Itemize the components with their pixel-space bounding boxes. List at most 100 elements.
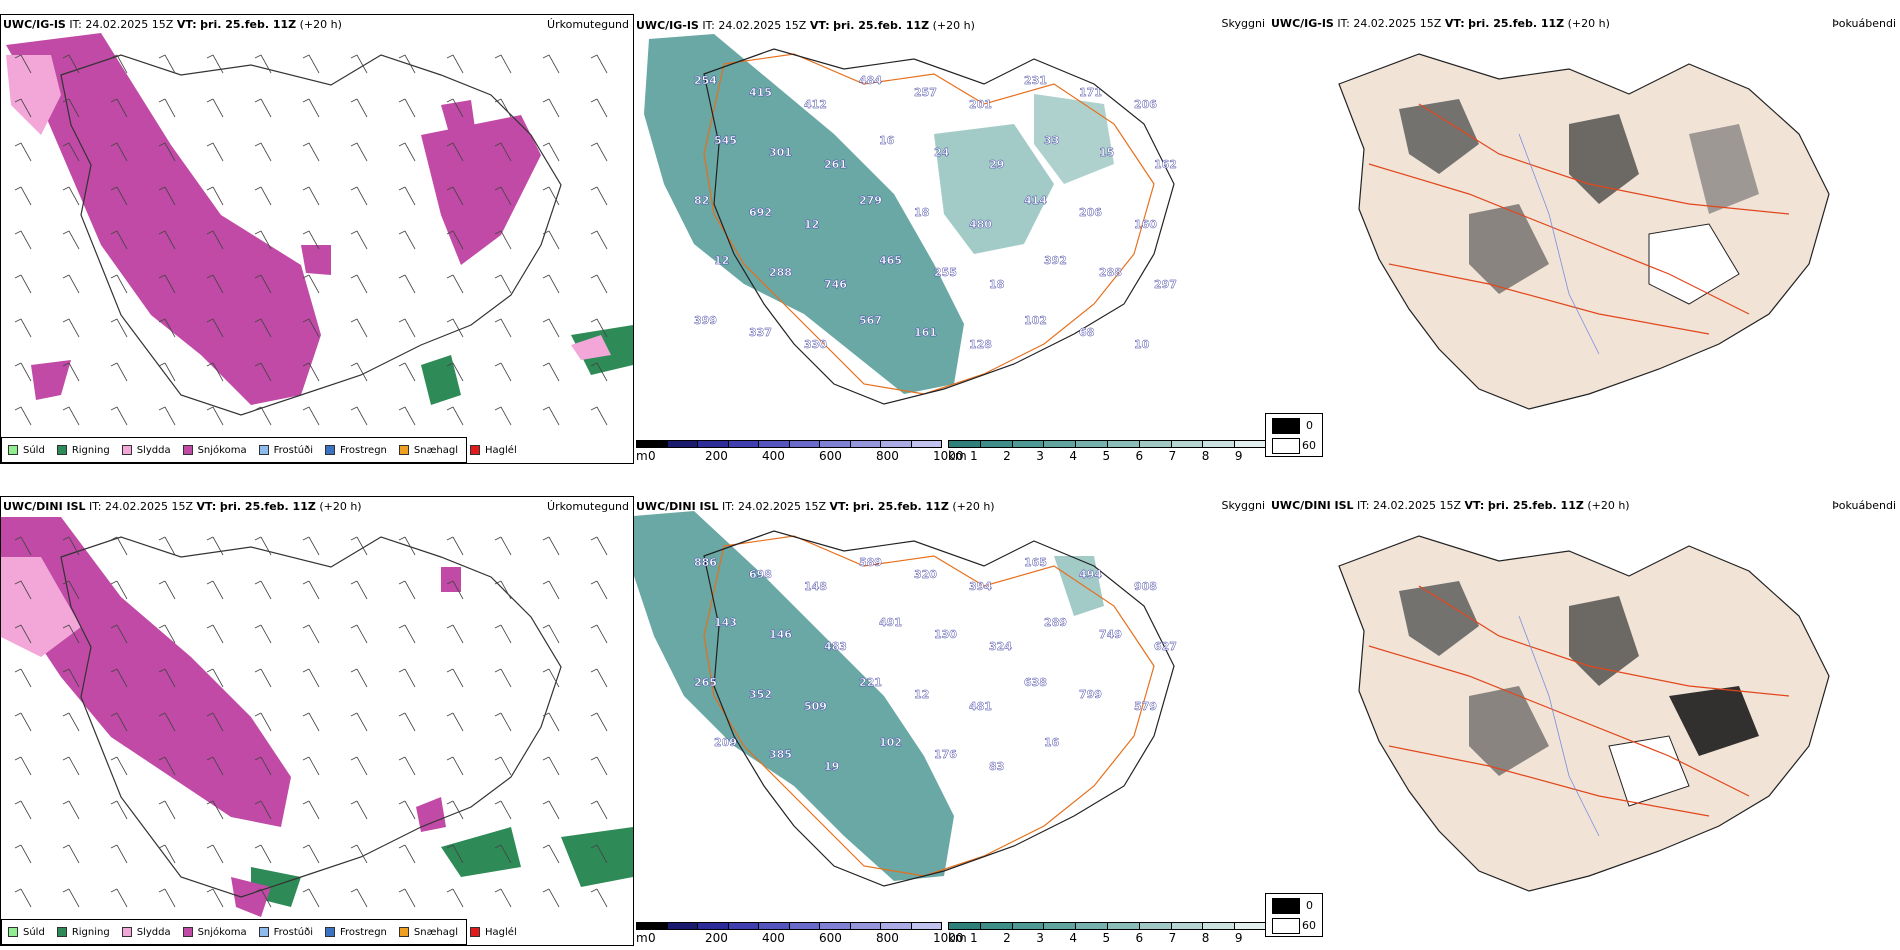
precip-map-panel-bottom: UWC/DINI ISL IT: 24.02.2025 15Z VT: þri.… bbox=[0, 496, 634, 946]
wind-barb bbox=[164, 98, 176, 118]
wind-barb-flag bbox=[302, 406, 310, 411]
visibility-value-label: 297 bbox=[1154, 278, 1177, 291]
visibility-value-label: 589 bbox=[859, 556, 882, 569]
wind-barb-flag bbox=[302, 186, 310, 191]
valid-label: VT: bbox=[176, 18, 197, 31]
wind-barb bbox=[500, 668, 512, 688]
wind-barb bbox=[212, 888, 224, 908]
visibility-value-label: 399 bbox=[694, 314, 717, 327]
wind-barb bbox=[548, 362, 560, 382]
wind-barb-flag bbox=[350, 888, 358, 893]
visibility-value-label: 545 bbox=[714, 134, 737, 147]
wind-barb bbox=[596, 712, 608, 732]
wind-barb bbox=[260, 756, 272, 776]
precip-legend-swatch bbox=[258, 927, 269, 937]
wind-barb bbox=[548, 142, 560, 162]
init-time: IT: 24.02.2025 15Z bbox=[1337, 17, 1442, 30]
wind-barb bbox=[356, 800, 368, 820]
wind-barb bbox=[20, 712, 32, 732]
wind-barb-flag bbox=[494, 362, 502, 367]
wind-barb-flag bbox=[446, 362, 454, 367]
colorbar-tick-label: 10 bbox=[1268, 931, 1269, 945]
lead-time: (+20 h) bbox=[932, 19, 975, 32]
wind-barb bbox=[356, 230, 368, 250]
wind-barb bbox=[260, 230, 272, 250]
colorbar-tick-label: 200 bbox=[705, 931, 728, 945]
map-header: UWC/DINI ISL IT: 24.02.2025 15Z VT: þri.… bbox=[1271, 499, 1630, 513]
precip-legend-item: Frostregn bbox=[325, 445, 387, 456]
wind-barb-flag bbox=[398, 362, 406, 367]
colorbar-tick-label: 1 bbox=[970, 449, 978, 463]
wind-barb bbox=[356, 406, 368, 426]
wind-barb bbox=[404, 54, 416, 74]
wind-barb bbox=[20, 318, 32, 338]
wind-barb bbox=[356, 98, 368, 118]
wind-barb bbox=[404, 712, 416, 732]
wind-barb bbox=[260, 624, 272, 644]
visibility-value-label: 201 bbox=[969, 98, 992, 111]
wind-barb-flag bbox=[446, 230, 454, 235]
precip-legend-swatch bbox=[258, 445, 269, 455]
wind-barb-flag bbox=[590, 318, 598, 323]
colorbar-tick-label: 600 bbox=[819, 449, 842, 463]
colorbar-segment bbox=[1138, 922, 1172, 930]
fog-legend-label-60: 60 bbox=[1302, 919, 1316, 932]
colorbar-tick-label: 0 bbox=[648, 449, 656, 463]
wind-barbs bbox=[14, 54, 608, 426]
wind-barb-flag bbox=[254, 318, 262, 323]
wind-barb-flag bbox=[14, 54, 22, 59]
wind-barb-flag bbox=[542, 54, 550, 59]
wind-barb-flag bbox=[494, 624, 502, 629]
visibility-value-label: 102 bbox=[1024, 314, 1047, 327]
wind-barb-flag bbox=[446, 406, 454, 411]
wind-barb-flag bbox=[158, 98, 166, 103]
colorbar-tick-label: 9 bbox=[1234, 931, 1243, 945]
wind-barb-flag bbox=[398, 668, 406, 673]
visibility-labels: 2544154124842572012311712065453012611624… bbox=[694, 74, 1177, 351]
wind-barb bbox=[164, 580, 176, 600]
wind-barb-flag bbox=[14, 230, 22, 235]
visibility-value-label: 24 bbox=[934, 146, 950, 159]
precip-legend-item: Snæhagl bbox=[398, 445, 458, 456]
wind-barb-flag bbox=[254, 274, 262, 279]
visibility-value-label: 392 bbox=[1044, 254, 1067, 267]
wind-barb bbox=[260, 186, 272, 206]
wind-barb-flag bbox=[398, 318, 406, 323]
wind-barb bbox=[452, 318, 464, 338]
wind-barb-flag bbox=[206, 536, 214, 541]
road-network bbox=[703, 535, 1155, 877]
wind-barb bbox=[20, 844, 32, 864]
road-network bbox=[1368, 163, 1750, 315]
wind-barb bbox=[164, 274, 176, 294]
wind-barb bbox=[308, 142, 320, 162]
wind-barb-flag bbox=[254, 536, 262, 541]
visibility-value-label: 254 bbox=[694, 74, 717, 87]
wind-barb bbox=[20, 54, 32, 74]
precip-legend: Súld Rigning Slydda Snjókoma Frostúði Frostre… bbox=[1, 437, 517, 463]
wind-barb-flag bbox=[350, 624, 358, 629]
wind-barb bbox=[596, 318, 608, 338]
visibility-value-label: 394 bbox=[969, 580, 992, 593]
wind-barb bbox=[116, 230, 128, 250]
valid-time: þri. 25.feb. 11Z bbox=[200, 18, 297, 31]
wind-barb bbox=[68, 54, 80, 74]
wind-barb bbox=[308, 756, 320, 776]
wind-barb bbox=[356, 318, 368, 338]
wind-barb bbox=[500, 318, 512, 338]
lead-time: (+20 h) bbox=[299, 18, 342, 31]
wind-barb-flag bbox=[446, 580, 454, 585]
visibility-value-label: 12 bbox=[714, 254, 729, 267]
wind-barb bbox=[212, 142, 224, 162]
wind-barb bbox=[452, 536, 464, 556]
wind-barb bbox=[164, 888, 176, 908]
wind-barb-flag bbox=[158, 230, 166, 235]
precip-legend-label: Súld bbox=[23, 444, 45, 456]
wind-barb bbox=[356, 580, 368, 600]
colorbar-segment bbox=[849, 922, 881, 930]
wind-barb bbox=[596, 54, 608, 74]
wind-barb-flag bbox=[590, 624, 598, 629]
wind-barb bbox=[116, 142, 128, 162]
wind-barb-flag bbox=[398, 844, 406, 849]
wind-barb-flag bbox=[110, 186, 118, 191]
wind-barb bbox=[164, 536, 176, 556]
